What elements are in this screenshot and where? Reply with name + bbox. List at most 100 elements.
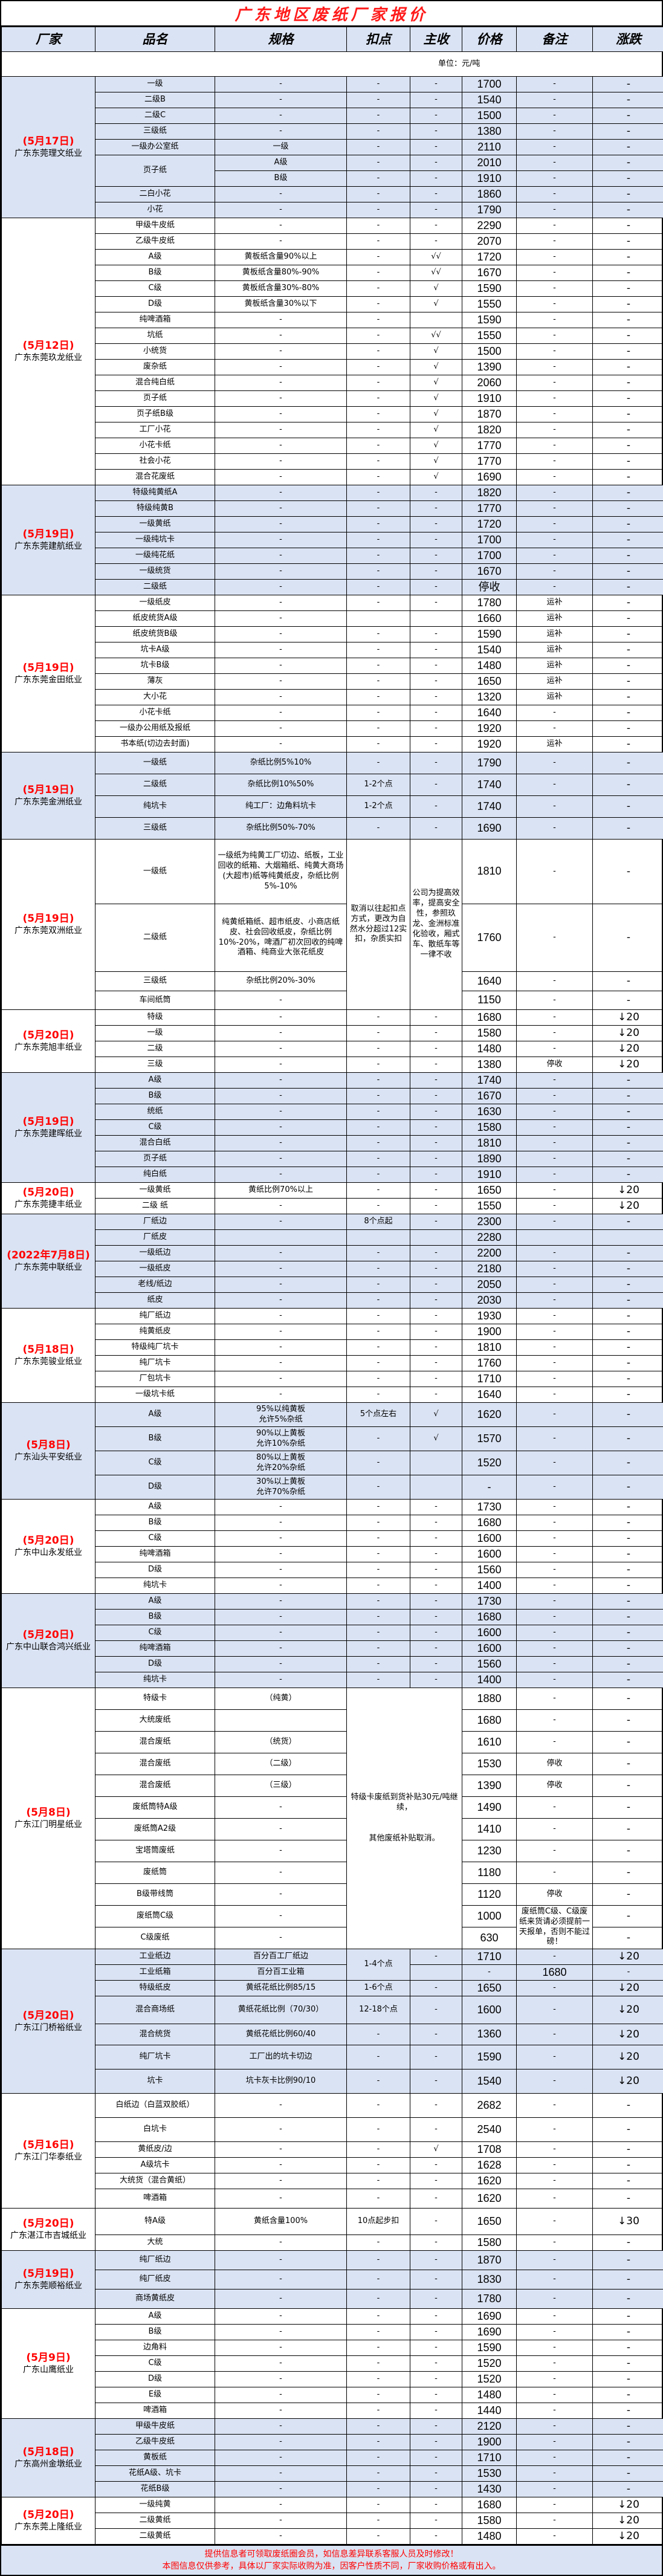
note-cell: - [517, 1949, 593, 1965]
price-cell: 1560 [462, 1657, 517, 1672]
table-row: 小花卡纸---1640-- [2, 705, 663, 721]
factory-name: 广东江门华泰纸业 [3, 2152, 94, 2163]
deduction-cell: - [347, 532, 410, 548]
spec-cell: A级 [215, 155, 347, 171]
deduction-cell: - [347, 1562, 410, 1578]
note-cell: - [517, 2189, 593, 2209]
table-row: 啤酒箱---1620-- [2, 2189, 663, 2209]
change-cell: - [593, 2356, 663, 2372]
change-cell: - [593, 2309, 663, 2325]
main-collect-cell: - [410, 2235, 462, 2251]
change-cell: - [593, 611, 663, 627]
spec-cell: - [215, 1562, 347, 1578]
spec-cell: 杂纸比例10%50% [215, 774, 347, 796]
main-collect-cell: √ [410, 391, 462, 407]
note-cell: - [517, 2466, 593, 2482]
product-name-cell: E级 [95, 2387, 215, 2403]
price-cell: 1390 [462, 1775, 517, 1797]
spec-cell: - [215, 517, 347, 532]
price-table: 厂家 品名 规格 扣点 主收 价格 备注 涨跌 单位：元/吨 (5月17日)广东… [1, 27, 663, 2545]
price-cell: 1740 [462, 774, 517, 796]
table-row: 二白小花---1860-- [2, 187, 663, 202]
spec-cell: - [215, 501, 347, 517]
note-cell: - [517, 1183, 593, 1199]
note-cell: - [517, 2419, 593, 2435]
note-cell: - [517, 2325, 593, 2340]
product-name-cell: 混合统货 [95, 2024, 215, 2045]
deduction-cell: 特级卡废纸到货补贴30元/吨继续， 其他废纸补贴取消。 [347, 1688, 462, 1949]
price-cell: 1920 [462, 721, 517, 737]
main-collect-cell: - [410, 2387, 462, 2403]
note-cell: - [517, 721, 593, 737]
price-cell: 1700 [462, 77, 517, 92]
price-cell: 1580 [462, 1026, 517, 1041]
change-cell: - [593, 705, 663, 721]
note-cell: - [517, 1562, 593, 1578]
main-collect-cell: - [410, 2513, 462, 2529]
main-collect-cell: - [410, 1340, 462, 1356]
price-cell: 1700 [462, 548, 517, 564]
note-cell: - [517, 818, 593, 840]
deduction-cell: - [347, 328, 410, 344]
table-row: 大统货（混合黄纸）---1620-- [2, 2173, 663, 2189]
spec-cell: 工厂出的坑卡切边 [215, 2045, 347, 2070]
main-collect-cell: √ [410, 360, 462, 375]
change-cell: - [593, 2482, 663, 2497]
price-cell: 1530 [462, 1753, 517, 1775]
price-cell: 1480 [462, 658, 517, 674]
change-cell: - [593, 991, 663, 1010]
spec-cell: - [215, 375, 347, 391]
table-row: 二级B---1540-- [2, 92, 663, 108]
product-name-cell: 乙级牛皮纸 [95, 2435, 215, 2450]
deduction-cell: - [347, 2309, 410, 2325]
price-cell: 1480 [462, 2387, 517, 2403]
deduction-cell: - [347, 108, 410, 124]
note-cell: - [517, 1324, 593, 1340]
deduction-cell: - [347, 721, 410, 737]
table-row: 纯啤酒箱---1600-- [2, 1641, 663, 1657]
note-cell: - [517, 2435, 593, 2450]
table-row: (5月20日)广东湛江市吉城纸业特A级黄纸含量100%10点起步扣-1650-↓… [2, 2209, 663, 2235]
note-cell: - [517, 92, 593, 108]
main-collect-cell: √ [410, 297, 462, 312]
note-cell: - [517, 328, 593, 344]
spec-cell: 百分百工厂纸边 [215, 1949, 347, 1965]
spec-cell: - [215, 1136, 347, 1151]
change-cell: - [593, 2290, 663, 2309]
table-row: 厂包坑卡---1710-- [2, 1371, 663, 1387]
change-cell: - [593, 1732, 663, 1753]
spec-cell: - [215, 2466, 347, 2482]
product-name-cell: C级 [95, 1531, 215, 1547]
main-collect-cell: √ [410, 281, 462, 297]
spec-cell: - [215, 721, 347, 737]
price-cell: 1590 [462, 627, 517, 642]
spec-cell: - [215, 642, 347, 658]
main-collect-cell: - [410, 705, 462, 721]
product-name-cell: A级 [95, 1594, 215, 1610]
factory-cell: (5月20日)广东东莞捷丰纸业 [2, 1183, 95, 1214]
table-row: 黄纸皮/边--√1708-- [2, 2142, 663, 2158]
price-cell: 停收 [462, 580, 517, 595]
change-cell [593, 1230, 663, 1246]
note-cell: - [517, 1026, 593, 1041]
product-name-cell: 纯厂纸边 [95, 2251, 215, 2270]
price-cell: 1600 [462, 1625, 517, 1641]
product-name-cell: 三级 [95, 1057, 215, 1073]
product-name-cell: B级 [95, 1089, 215, 1104]
product-name-cell: 一级纸皮 [95, 1261, 215, 1277]
price-cell: 2110 [462, 140, 517, 155]
deduction-cell: - [347, 1277, 410, 1293]
header-price: 价格 [462, 27, 517, 52]
price-cell: 1880 [462, 1688, 517, 1710]
deduction-cell: - [347, 202, 410, 218]
spec-cell [215, 1230, 347, 1246]
deduction-cell: - [347, 187, 410, 202]
deduction-cell: - [347, 1120, 410, 1136]
main-collect-cell: - [410, 77, 462, 92]
main-collect-cell: - [410, 2118, 462, 2142]
note-cell: 停收 [517, 1753, 593, 1775]
